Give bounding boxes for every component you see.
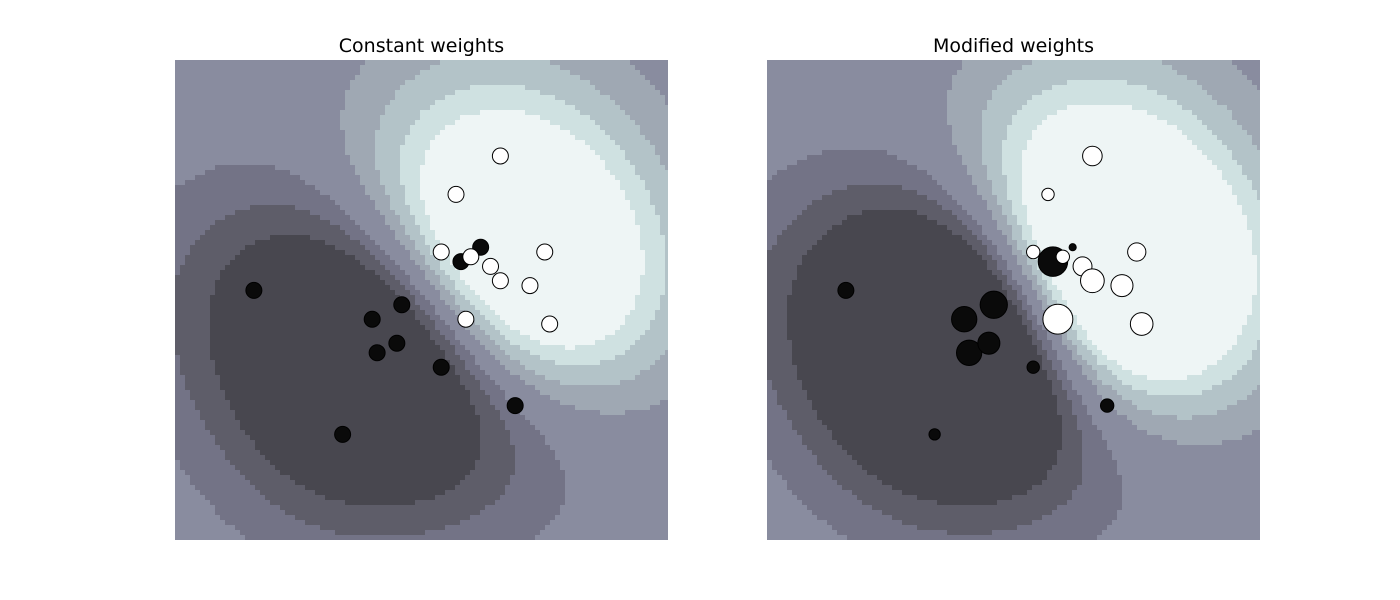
positive-sample-point <box>482 257 500 275</box>
decision-function-field <box>767 60 1260 540</box>
positive-sample-point <box>462 248 480 266</box>
negative-sample-point <box>951 306 978 333</box>
chart-title-modified-weights: Modified weights <box>932 35 1095 57</box>
negative-sample-point <box>837 281 855 299</box>
negative-sample-point <box>368 344 386 362</box>
positive-sample-point <box>1127 242 1147 262</box>
negative-sample-point <box>363 310 381 328</box>
negative-sample-point <box>977 331 1001 355</box>
positive-sample-point <box>1082 145 1103 167</box>
positive-sample-point <box>1080 268 1105 294</box>
negative-sample-point <box>334 425 352 443</box>
positive-sample-point <box>536 243 554 261</box>
negative-sample-point <box>245 281 263 299</box>
decision-function-field <box>175 60 668 540</box>
plot-area-0 <box>175 60 668 540</box>
positive-sample-point <box>457 310 475 328</box>
positive-sample-point <box>1055 249 1070 264</box>
positive-sample-point <box>491 147 509 165</box>
chart-title-constant-weights: Constant weights <box>338 35 505 57</box>
positive-sample-point <box>1110 274 1134 298</box>
positive-sample-point <box>1026 244 1041 260</box>
negative-sample-point <box>955 339 983 366</box>
negative-sample-point <box>393 296 411 314</box>
negative-sample-point <box>506 397 524 415</box>
negative-sample-point <box>1099 398 1115 413</box>
positive-sample-point <box>491 272 509 290</box>
negative-sample-point <box>1026 360 1040 374</box>
negative-sample-point <box>432 358 450 376</box>
positive-sample-point <box>1129 312 1154 336</box>
negative-sample-point <box>388 334 406 352</box>
plot-area-1 <box>767 60 1260 540</box>
positive-sample-point <box>541 315 559 333</box>
negative-sample-point <box>928 428 941 441</box>
negative-sample-point <box>1068 243 1077 252</box>
negative-sample-point <box>979 290 1008 319</box>
positive-sample-point <box>432 243 450 261</box>
positive-sample-point <box>1042 303 1074 335</box>
positive-sample-point <box>1041 187 1055 202</box>
positive-sample-point <box>521 277 539 295</box>
positive-sample-point <box>447 185 465 203</box>
